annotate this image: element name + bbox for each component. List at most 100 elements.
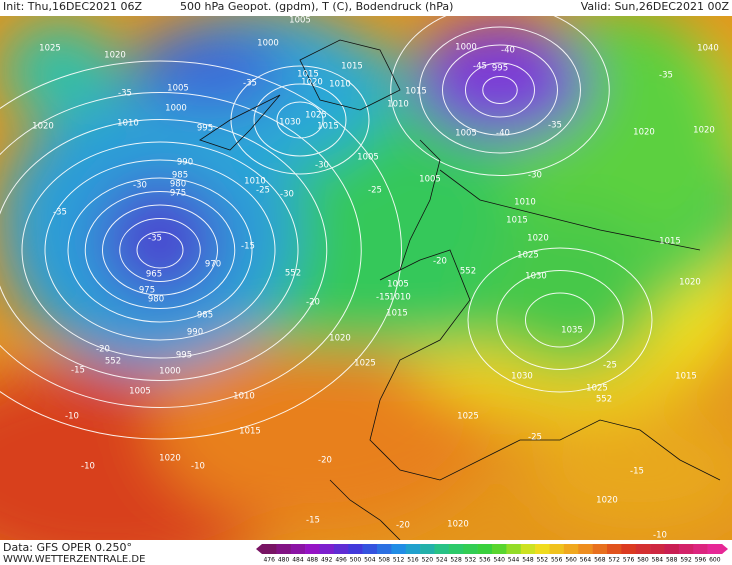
pressure-label: 1010: [389, 293, 411, 303]
scale-label: 544: [508, 557, 520, 564]
scale-label: 480: [278, 557, 290, 564]
pressure-label: 980: [148, 295, 164, 305]
isobar: [84, 191, 236, 309]
isobar: [21, 141, 299, 359]
isobar: [525, 292, 595, 348]
pressure-label: 1030: [525, 272, 547, 282]
isobar: [442, 44, 558, 136]
pressure-label: 1015: [405, 87, 427, 97]
isobar: [0, 92, 362, 408]
scale-swatch: [276, 544, 292, 554]
pressure-label: 552: [460, 267, 476, 277]
pressure-label: -40: [496, 129, 510, 139]
pressure-label: 1030: [279, 118, 301, 128]
pressure-label: -10: [653, 531, 667, 541]
scale-label: 532: [465, 557, 477, 564]
pressure-label: 975: [170, 189, 186, 199]
pressure-label: 1005: [419, 175, 441, 185]
scale-swatch: [463, 544, 478, 554]
pressure-label: 1005: [289, 16, 311, 26]
scale-label: 596: [695, 557, 707, 564]
scale-swatch: [578, 544, 593, 554]
scale-label: 600: [709, 557, 721, 564]
scale-label: 500: [350, 557, 362, 564]
scale-swatch: [391, 544, 407, 554]
pressure-label: 1020: [693, 126, 715, 136]
scale-arrow-right: [722, 544, 728, 554]
isobar: [465, 62, 535, 118]
pressure-label: 1015: [386, 309, 408, 319]
pressure-label: 1020: [679, 278, 701, 288]
scale-swatch: [333, 544, 349, 554]
scale-label: 484: [292, 557, 304, 564]
isobar: [496, 270, 624, 370]
pressure-label: 970: [205, 260, 221, 270]
map-area: [0, 16, 732, 540]
scale-label: 516: [407, 557, 419, 564]
map-title: 500 hPa Geopot. (gpdm), T (C), Bodendruc…: [180, 0, 453, 13]
isobar: [276, 101, 324, 139]
pressure-label: -10: [65, 412, 79, 422]
scale-swatch: [678, 544, 694, 554]
pressure-label: -40: [501, 46, 515, 56]
scale-swatch: [405, 544, 421, 554]
pressure-label: 1020: [159, 454, 181, 464]
isobars: [0, 16, 653, 440]
pressure-label: 1020: [596, 496, 618, 506]
scale-swatch: [707, 544, 723, 554]
scale-label: 520: [422, 557, 434, 564]
pressure-label: 990: [177, 158, 193, 168]
scale-swatch: [477, 544, 493, 554]
pressure-label: 1025: [39, 44, 61, 54]
pressure-label: -35: [118, 89, 132, 99]
scale-swatch: [549, 544, 565, 554]
pressure-label: 1020: [104, 51, 126, 61]
pressure-label: 1005: [455, 129, 477, 139]
pressure-label: 552: [105, 357, 121, 367]
scale-label: 548: [522, 557, 534, 564]
scale-label: 512: [393, 557, 405, 564]
pressure-label: -20: [433, 257, 447, 267]
pressure-label: -35: [659, 71, 673, 81]
pressure-label: -35: [148, 234, 162, 244]
scale-swatch: [362, 544, 378, 554]
pressure-label: 552: [596, 395, 612, 405]
scale-label: 508: [378, 557, 390, 564]
pressure-label: 1010: [387, 100, 409, 110]
scale-swatch: [563, 544, 579, 554]
isobar: [253, 83, 347, 157]
scale-arrow-left: [256, 544, 262, 554]
pressure-label: 1020: [329, 334, 351, 344]
pressure-label: 1020: [32, 122, 54, 132]
pressure-label: 1020: [633, 128, 655, 138]
isobar: [102, 204, 218, 296]
pressure-label: 1015: [675, 372, 697, 382]
pressure-label: 1000: [455, 43, 477, 53]
pressure-label: -35: [243, 79, 257, 89]
pressure-label: 975: [139, 286, 155, 296]
scale-swatch: [635, 544, 651, 554]
pressure-label: -20: [318, 456, 332, 466]
pressure-label: -15: [306, 516, 320, 526]
scale-swatch: [492, 544, 507, 554]
scale-swatch: [520, 544, 536, 554]
scale-label: 568: [594, 557, 606, 564]
scale-label: 564: [580, 557, 592, 564]
scale-label: 524: [436, 557, 448, 564]
pressure-label: 965: [146, 270, 162, 280]
pressure-label: -30: [133, 181, 147, 191]
pressure-label: -20: [396, 521, 410, 531]
scale-label: 572: [608, 557, 620, 564]
pressure-label: 1010: [514, 198, 536, 208]
pressure-label: 1005: [129, 387, 151, 397]
color-scale: 476 480 484 488 492 496 500 504 508 512 516 520 524 5…: [256, 544, 728, 564]
scale-label: 556: [551, 557, 563, 564]
scale-swatch: [448, 544, 464, 554]
scale-swatch: [262, 544, 277, 554]
scale-label: 476: [263, 557, 275, 564]
pressure-label: 985: [172, 171, 188, 181]
pressure-label: 1020: [527, 234, 549, 244]
pressure-label: 1005: [387, 280, 409, 290]
pressure-label: 1025: [457, 412, 479, 422]
